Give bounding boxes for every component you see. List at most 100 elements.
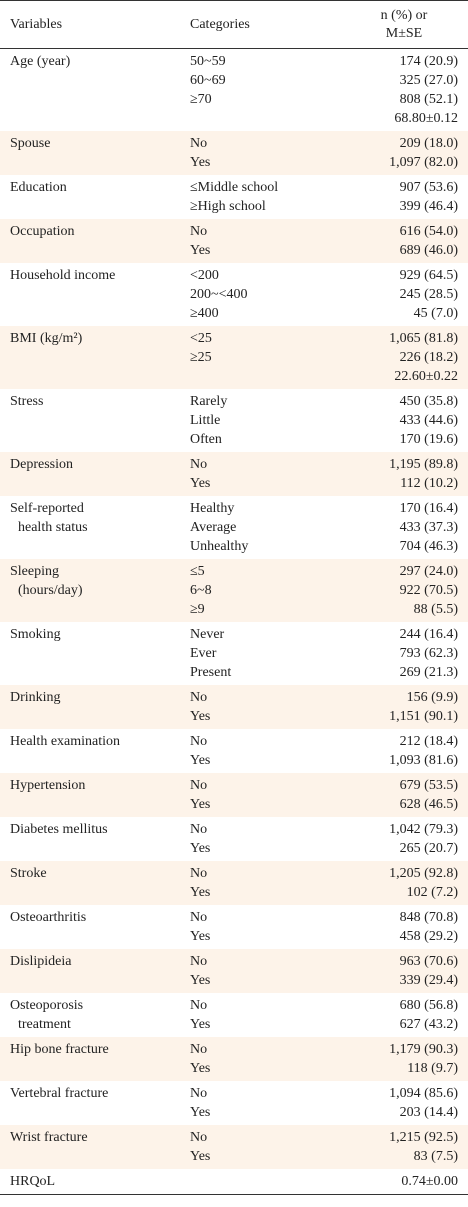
value-line: 170 (16.4) — [399, 501, 458, 516]
group-row: Depression No Yes 1,195 (89.8) 112 (10.2) — [0, 452, 468, 496]
category-line: No — [190, 866, 208, 881]
category-cell: ≤Middle school ≥High school — [190, 178, 350, 216]
category-cell: No Yes — [190, 908, 350, 946]
value-line: 628 (46.5) — [399, 797, 458, 812]
value-cell: 1,215 (92.5) 83 (7.5) — [350, 1128, 468, 1166]
category-line: Yes — [190, 841, 211, 856]
value-line: 245 (28.5) — [399, 287, 458, 302]
value-cell: 170 (16.4) 433 (37.3) 704 (46.3) — [350, 499, 468, 556]
value-line: 45 (7.0) — [413, 306, 458, 321]
variable-line: (hours/day) — [18, 583, 83, 598]
group-row: Occupation No Yes 616 (54.0) 689 (46.0) — [0, 219, 468, 263]
variable-cell: BMI (kg/m²) — [0, 329, 190, 386]
category-line: No — [190, 136, 208, 151]
group-row: HRQoL 0.74±0.00 — [0, 1169, 468, 1194]
group-row: Self-reported health status Healthy Average… — [0, 496, 468, 559]
variable-cell: Age (year) — [0, 52, 190, 128]
value-cell: 680 (56.8) 627 (43.2) — [350, 996, 468, 1034]
variable-cell: Smoking — [0, 625, 190, 682]
category-line: <25 — [190, 331, 212, 346]
value-cell: 297 (24.0) 922 (70.5) 88 (5.5) — [350, 562, 468, 619]
variable-cell: Household income — [0, 266, 190, 323]
variable-cell: Self-reported health status — [0, 499, 190, 556]
value-line: 1,205 (92.8) — [389, 866, 458, 881]
category-cell: <200 200~<400 ≥400 — [190, 266, 350, 323]
group-row: Diabetes mellitus No Yes 1,042 (79.3) 265 (2… — [0, 817, 468, 861]
category-cell: No Yes — [190, 455, 350, 493]
category-line: No — [190, 954, 208, 969]
value-line: 269 (21.3) — [399, 665, 458, 680]
variable-cell: Osteoporosis treatment — [0, 996, 190, 1034]
value-line: 848 (70.8) — [399, 910, 458, 925]
variable-line: BMI (kg/m²) — [10, 331, 83, 346]
category-line: No — [190, 910, 208, 925]
value-line: 1,151 (90.1) — [389, 709, 458, 724]
category-line: No — [190, 734, 208, 749]
category-line: Little — [190, 413, 221, 428]
category-line: No — [190, 998, 208, 1013]
value-line: 689 (46.0) — [399, 243, 458, 258]
category-line — [190, 1172, 350, 1191]
category-line: ≥400 — [190, 306, 219, 321]
header-cell: n (%) or M±SE — [350, 7, 468, 43]
category-cell: Rarely Little Often — [190, 392, 350, 449]
variable-line: Occupation — [10, 224, 75, 239]
group-row: Dislipideia No Yes 963 (70.6) 339 (29.4) — [0, 949, 468, 993]
category-cell: No Yes — [190, 776, 350, 814]
value-line: 458 (29.2) — [399, 929, 458, 944]
category-line: Yes — [190, 797, 211, 812]
value-line: 83 (7.5) — [413, 1149, 458, 1164]
category-line: Yes — [190, 476, 211, 491]
group-row: Hypertension No Yes 679 (53.5) 628 (46.5) — [0, 773, 468, 817]
value-line: 680 (56.8) — [399, 998, 458, 1013]
category-cell: No Yes — [190, 1128, 350, 1166]
variable-line: Diabetes mellitus — [10, 822, 108, 837]
category-cell: No Yes — [190, 996, 350, 1034]
variable-cell: Education — [0, 178, 190, 216]
variable-line: Dislipideia — [10, 954, 72, 969]
value-cell: 907 (53.6) 399 (46.4) — [350, 178, 468, 216]
value-line: 627 (43.2) — [399, 1017, 458, 1032]
value-line: 1,093 (81.6) — [389, 753, 458, 768]
category-line: Yes — [190, 1149, 211, 1164]
category-line: Yes — [190, 155, 211, 170]
value-line: 1,215 (92.5) — [389, 1130, 458, 1145]
variable-line: Wrist fracture — [10, 1130, 88, 1145]
variable-line: Depression — [10, 457, 73, 472]
category-cell: <25 ≥25 — [190, 329, 350, 386]
value-line: 156 (9.9) — [406, 690, 458, 705]
value-line: 212 (18.4) — [399, 734, 458, 749]
category-line: Rarely — [190, 394, 228, 409]
group-row: Sleeping (hours/day) ≤5 6~8 ≥9 297 (24.0) 922 … — [0, 559, 468, 622]
group-row: Hip bone fracture No Yes 1,179 (90.3) 118 (9… — [0, 1037, 468, 1081]
category-line: Never — [190, 627, 225, 642]
variable-cell: Drinking — [0, 688, 190, 726]
category-line: Healthy — [190, 501, 235, 516]
value-line: 209 (18.0) — [399, 136, 458, 151]
category-line: No — [190, 1130, 208, 1145]
category-line: Yes — [190, 1061, 211, 1076]
value-line: 793 (62.3) — [399, 646, 458, 661]
variable-cell: Hip bone fracture — [0, 1040, 190, 1078]
group-row: BMI (kg/m²) <25 ≥25 1,065 (81.8) 226 (18.2) 2… — [0, 326, 468, 389]
value-line: 907 (53.6) — [399, 180, 458, 195]
value-cell: 450 (35.8) 433 (44.6) 170 (19.6) — [350, 392, 468, 449]
category-line: 6~8 — [190, 583, 212, 598]
value-line: 203 (14.4) — [399, 1105, 458, 1120]
variable-cell: Osteoarthritis — [0, 908, 190, 946]
value-cell: 1,042 (79.3) 265 (20.7) — [350, 820, 468, 858]
variable-cell: Occupation — [0, 222, 190, 260]
variable-line: Household income — [10, 268, 116, 283]
category-line: Yes — [190, 243, 211, 258]
category-line: 200~<400 — [190, 287, 248, 302]
value-line: 399 (46.4) — [399, 199, 458, 214]
value-cell: 929 (64.5) 245 (28.5) 45 (7.0) — [350, 266, 468, 323]
category-cell: ≤5 6~8 ≥9 — [190, 562, 350, 619]
value-line: 339 (29.4) — [399, 973, 458, 988]
category-cell: Never Ever Present — [190, 625, 350, 682]
category-cell: No Yes — [190, 1040, 350, 1078]
category-line: Yes — [190, 885, 211, 900]
variable-cell: Health examination — [0, 732, 190, 770]
value-line: 1,179 (90.3) — [389, 1042, 458, 1057]
